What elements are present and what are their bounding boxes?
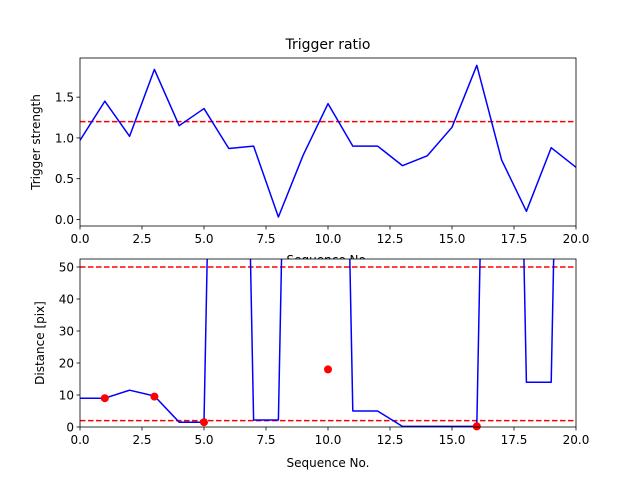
y-axis-ticks: 0 10 20 30 40 50	[59, 261, 80, 435]
chart-title: Trigger ratio	[284, 37, 370, 53]
distance-panel: 0.0 2.5 5.0 7.5 10.0 12.5 15.0 17.5 20.0 0 10 20 30…	[33, 258, 589, 470]
x-tick-label: 20.0	[563, 232, 590, 246]
x-axis-ticks: 0.0 2.5 5.0 7.5 10.0 12.5 15.0 17.5 20.0	[70, 226, 589, 246]
x-axis-label: Sequence No.	[287, 456, 370, 470]
y-tick-label: 1.0	[55, 131, 74, 145]
x-tick-label: 15.0	[439, 232, 466, 246]
y-tick-label: 40	[59, 293, 74, 307]
marker-point	[324, 365, 332, 374]
y-tick-label: 0.0	[55, 213, 74, 227]
marker-point	[150, 392, 159, 401]
threshold-lines	[80, 266, 576, 422]
y-tick-label: 0	[66, 421, 74, 435]
x-tick-label: 2.5	[132, 433, 151, 447]
y-tick-label: 0.5	[55, 172, 74, 186]
y-tick-label: 10	[59, 389, 74, 403]
x-tick-label: 0.0	[70, 232, 89, 246]
marker-point	[100, 394, 109, 403]
marker-point	[200, 418, 208, 427]
x-tick-label: 10.0	[315, 433, 342, 447]
y-tick-label: 20	[59, 357, 74, 371]
x-tick-label: 5.0	[194, 232, 213, 246]
x-tick-label: 17.5	[501, 433, 528, 447]
y-tick-label: 1.5	[55, 91, 74, 105]
y-tick-label: 30	[59, 325, 74, 339]
series-lines	[80, 259, 555, 427]
trigger-ratio-panel: Trigger ratio 0.0 2.5 5.0 7.5 10.0 12.5 15.0 17…	[29, 37, 589, 267]
x-tick-label: 5.0	[194, 433, 213, 447]
x-axis-ticks: 0.0 2.5 5.0 7.5 10.0 12.5 15.0 17.5 20.0	[70, 427, 589, 447]
x-tick-label: 10.0	[315, 232, 342, 246]
marker-point	[472, 422, 481, 431]
plot-background	[80, 259, 576, 427]
x-tick-label: 12.5	[377, 232, 404, 246]
x-tick-label: 7.5	[256, 433, 275, 447]
x-tick-label: 2.5	[132, 232, 151, 246]
y-axis-ticks: 0.0 0.5 1.0 1.5	[55, 91, 80, 227]
series-lines	[80, 64, 576, 218]
x-tick-label: 20.0	[563, 433, 590, 447]
x-tick-label: 12.5	[377, 433, 404, 447]
y-axis-label: Distance [pix]	[33, 301, 47, 385]
x-tick-label: 7.5	[256, 232, 275, 246]
series-line	[80, 259, 555, 427]
x-tick-label: 17.5	[501, 232, 528, 246]
y-tick-label: 50	[59, 261, 74, 275]
x-tick-label: 15.0	[439, 433, 466, 447]
series-line	[80, 64, 576, 218]
marker-points	[100, 365, 481, 431]
x-tick-label: 0.0	[70, 433, 89, 447]
y-axis-label: Trigger strength	[29, 94, 43, 191]
